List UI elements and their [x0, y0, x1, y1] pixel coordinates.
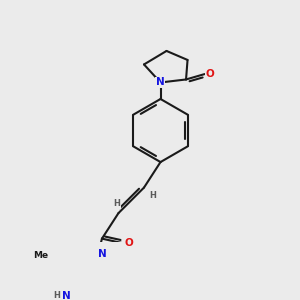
Text: H: H	[113, 199, 120, 208]
Text: N: N	[155, 77, 164, 88]
Text: O: O	[124, 238, 134, 248]
Text: H: H	[53, 291, 60, 300]
Text: Me: Me	[33, 251, 48, 260]
Polygon shape	[42, 258, 64, 273]
Text: O: O	[206, 69, 214, 79]
Text: N: N	[62, 291, 71, 300]
Text: H: H	[150, 191, 156, 200]
Text: N: N	[98, 249, 107, 259]
